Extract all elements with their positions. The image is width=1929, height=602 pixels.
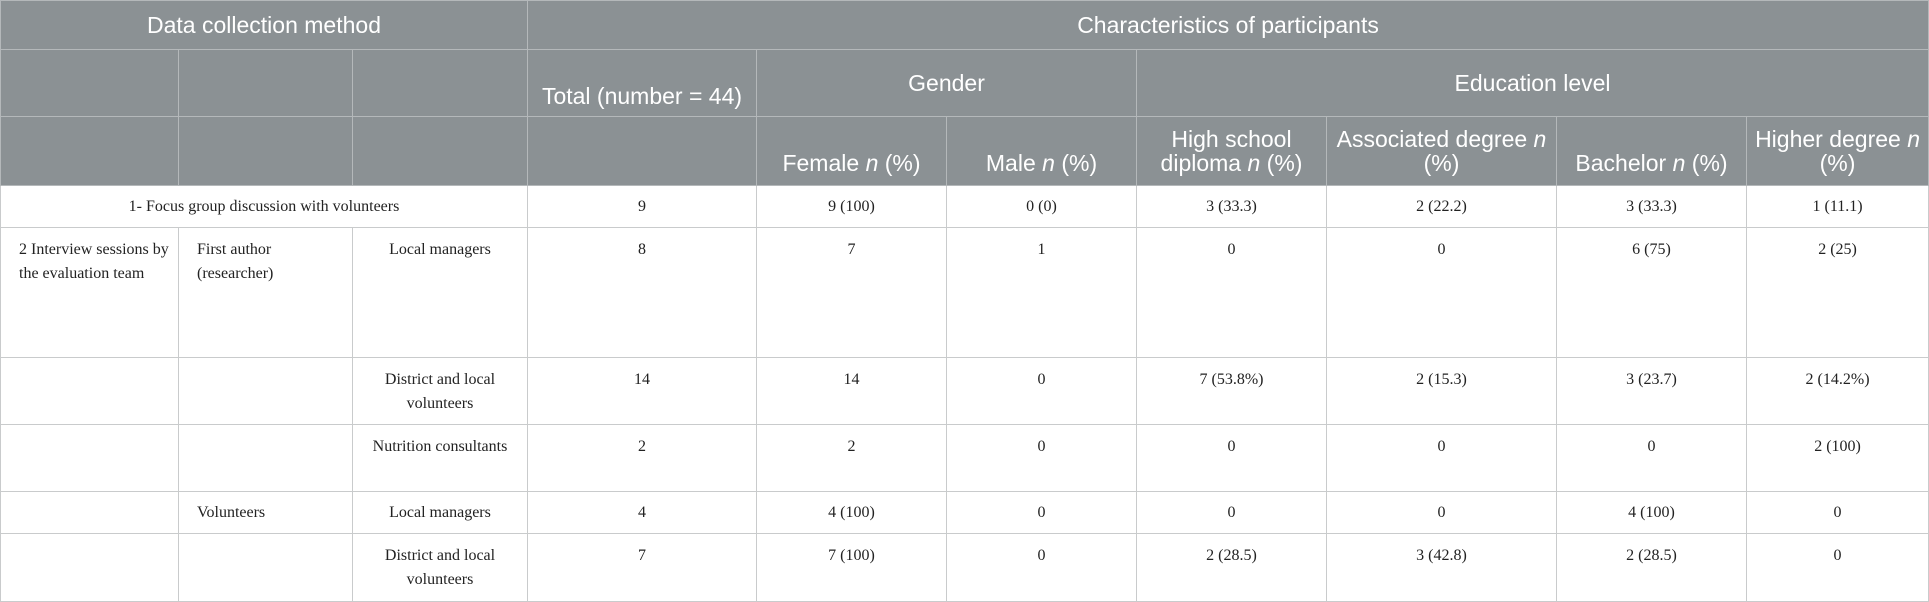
header-total: Total (number = 44) — [527, 49, 757, 117]
table-row: 1- Focus group discussion with volunteer… — [0, 185, 1929, 228]
header-bachelor: Bachelor n (%) — [1556, 116, 1747, 186]
cell-total: 9 — [527, 185, 757, 228]
header-female: Female n (%) — [756, 116, 947, 186]
cell-higher: 2 (14.2%) — [1745, 357, 1929, 425]
cell-total: 8 — [527, 227, 757, 358]
header-empty-cell — [352, 116, 528, 186]
cell-high-school: 7 (53.8%) — [1136, 357, 1327, 425]
cell-high-school: 0 — [1136, 227, 1327, 358]
header-empty-cell — [178, 116, 353, 186]
table-row: Volunteers Local managers 4 4 (100) 0 0 … — [0, 491, 1929, 534]
cell-interviewer: First author (researcher) — [178, 227, 353, 358]
cell-male: 1 — [946, 227, 1137, 358]
cell-male: 0 — [946, 357, 1137, 425]
cell-participant-group: District and local volunteers — [352, 357, 528, 425]
cell-bachelor: 3 (33.3) — [1556, 185, 1747, 228]
cell-associated: 3 (42.8) — [1326, 533, 1557, 602]
header-empty-cell — [527, 116, 757, 186]
header-data-collection-method: Data collection method — [0, 0, 528, 50]
header-gender: Gender — [756, 49, 1137, 117]
cell-method: 2 Interview sessions by the evaluation t… — [0, 227, 179, 358]
cell-participant-group: Local managers — [352, 491, 528, 534]
cell-associated: 2 (22.2) — [1326, 185, 1557, 228]
cell-female: 9 (100) — [756, 185, 947, 228]
cell-associated: 0 — [1326, 424, 1557, 492]
cell-male: 0 — [946, 424, 1137, 492]
cell-high-school: 3 (33.3) — [1136, 185, 1327, 228]
cell-total: 7 — [527, 533, 757, 602]
header-education-level: Education level — [1135, 49, 1929, 117]
header-high-school: High school diploma n (%) — [1136, 116, 1327, 186]
cell-participant-group: District and local volunteers — [352, 533, 528, 602]
cell-bachelor: 0 — [1556, 424, 1747, 492]
cell-male: 0 (0) — [946, 185, 1137, 228]
table-row: Nutrition consultants 2 2 0 0 0 0 2 (100… — [0, 424, 1929, 492]
cell-interviewer — [178, 424, 353, 492]
cell-method — [0, 357, 179, 425]
cell-female: 4 (100) — [756, 491, 947, 534]
cell-high-school: 0 — [1136, 424, 1327, 492]
cell-participant-group: Local managers — [352, 227, 528, 358]
cell-female: 7 (100) — [756, 533, 947, 602]
cell-high-school: 2 (28.5) — [1136, 533, 1327, 602]
cell-interviewer: Volunteers — [178, 491, 353, 534]
cell-total: 2 — [527, 424, 757, 492]
header-empty-cell — [352, 49, 528, 117]
cell-female: 7 — [756, 227, 947, 358]
row-label: 1- Focus group discussion with volunteer… — [0, 185, 528, 228]
cell-method — [0, 424, 179, 492]
cell-total: 4 — [527, 491, 757, 534]
cell-higher: 2 (100) — [1745, 424, 1929, 492]
cell-higher: 1 (11.1) — [1745, 185, 1929, 228]
header-higher-degree: Higher degree n (%) — [1745, 116, 1929, 186]
cell-higher: 0 — [1745, 491, 1929, 534]
cell-male: 0 — [946, 533, 1137, 602]
header-characteristics: Characteristics of participants — [526, 0, 1929, 50]
header-male: Male n (%) — [946, 116, 1137, 186]
table-row: 2 Interview sessions by the evaluation t… — [0, 227, 1929, 358]
cell-male: 0 — [946, 491, 1137, 534]
cell-higher: 2 (25) — [1745, 227, 1929, 358]
cell-total: 14 — [527, 357, 757, 425]
cell-method — [0, 491, 179, 534]
table-row: District and local volunteers 14 14 0 7 … — [0, 357, 1929, 425]
header-associated-degree: Associated degree n (%) — [1326, 116, 1557, 186]
header-empty-cell — [0, 116, 179, 186]
cell-female: 2 — [756, 424, 947, 492]
cell-associated: 0 — [1326, 227, 1557, 358]
cell-associated: 2 (15.3) — [1326, 357, 1557, 425]
header-empty-cell — [0, 49, 179, 117]
cell-method — [0, 533, 179, 602]
cell-bachelor: 3 (23.7) — [1556, 357, 1747, 425]
cell-higher: 0 — [1745, 533, 1929, 602]
cell-interviewer — [178, 357, 353, 425]
cell-bachelor: 2 (28.5) — [1556, 533, 1747, 602]
cell-interviewer — [178, 533, 353, 602]
cell-bachelor: 6 (75) — [1556, 227, 1747, 358]
cell-high-school: 0 — [1136, 491, 1327, 534]
header-empty-cell — [178, 49, 353, 117]
cell-bachelor: 4 (100) — [1556, 491, 1747, 534]
cell-female: 14 — [756, 357, 947, 425]
cell-associated: 0 — [1326, 491, 1557, 534]
table-row: District and local volunteers 7 7 (100) … — [0, 533, 1929, 602]
cell-participant-group: Nutrition consultants — [352, 424, 528, 492]
